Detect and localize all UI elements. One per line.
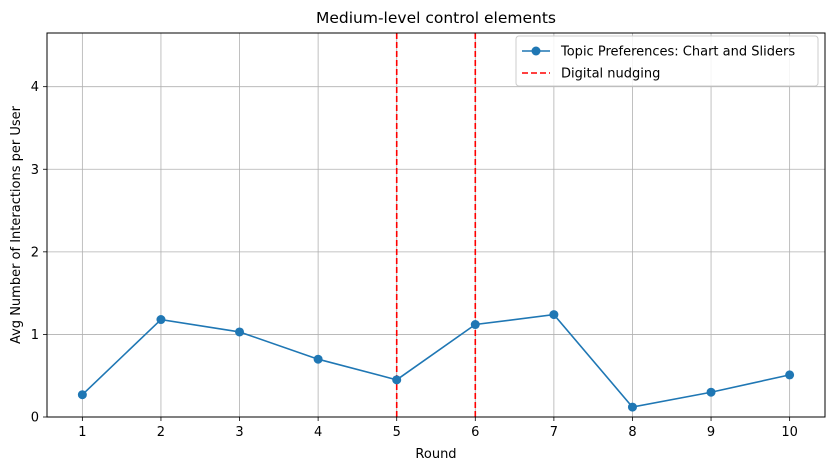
x-axis-label: Round (415, 447, 456, 462)
x-tick-label: 3 (235, 425, 243, 440)
reference-lines (395, 33, 477, 417)
y-tick-label: 2 (31, 245, 39, 260)
y-tick-label: 3 (31, 163, 39, 178)
data-point (235, 327, 245, 337)
data-point (313, 354, 323, 364)
data-point (392, 375, 402, 385)
x-tick-label: 4 (314, 425, 322, 440)
x-tick-label: 7 (550, 425, 558, 440)
x-tick-label: 5 (393, 425, 401, 440)
x-tick-label: 6 (471, 425, 479, 440)
series-line (81, 313, 790, 408)
legend-marker-sample (531, 46, 541, 56)
grid (47, 33, 825, 418)
data-point (470, 320, 480, 330)
y-tick-label: 4 (31, 80, 39, 95)
y-tick-label: 1 (31, 328, 39, 343)
x-tick-label: 10 (781, 425, 798, 440)
data-point (549, 310, 559, 320)
data-point (156, 315, 166, 325)
plot-frame (46, 32, 826, 418)
y-axis-ticks: 0 1 2 3 4 (31, 80, 47, 426)
data-point (627, 402, 637, 412)
legend: Topic Preferences: Chart and Sliders Dig… (515, 35, 819, 87)
legend-entry-series: Topic Preferences: Chart and Sliders (560, 45, 795, 60)
data-point (706, 387, 716, 397)
y-axis-label: Avg Number of Interactions per User (9, 105, 24, 344)
legend-entry-nudging: Digital nudging (561, 67, 660, 82)
x-tick-label: 9 (707, 425, 715, 440)
data-point (77, 390, 87, 400)
data-point (785, 370, 795, 380)
x-axis-ticks: 1 2 3 4 5 6 7 8 9 10 (78, 417, 798, 440)
x-tick-label: 2 (157, 425, 165, 440)
legend-box (515, 35, 819, 87)
series-layer (77, 310, 795, 412)
chart-title: Medium-level control elements (316, 9, 556, 27)
x-tick-label: 8 (628, 425, 636, 440)
y-tick-label: 0 (31, 411, 39, 426)
x-tick-label: 1 (78, 425, 86, 440)
